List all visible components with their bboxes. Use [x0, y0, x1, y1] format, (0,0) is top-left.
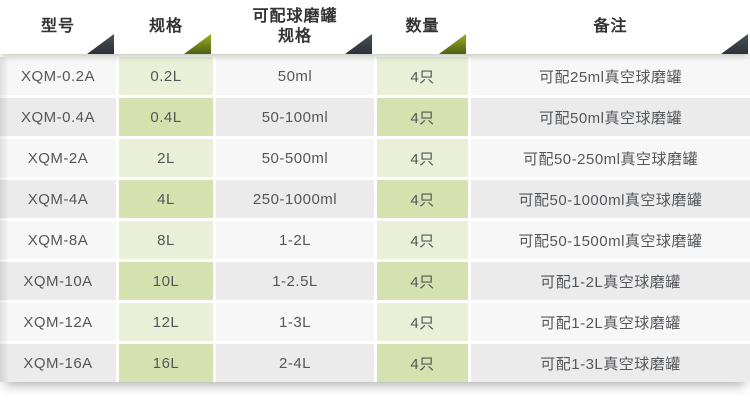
table-body: XQM-0.2A 0.2L 50ml 4只 可配25ml真空球磨罐 XQM-0.…: [0, 54, 750, 382]
corner-triangle-icon: [345, 34, 372, 54]
corner-triangle-icon: [87, 34, 114, 54]
cell-note: 可配50-250ml真空球磨罐: [471, 139, 750, 177]
cell-note: 可配1-2L真空球磨罐: [471, 262, 750, 300]
cell-quantity: 4只: [377, 139, 468, 177]
cell-jar-spec: 50-100ml: [216, 98, 374, 136]
column-header-label: 型号: [40, 18, 75, 35]
cell-jar-spec: 1-3L: [216, 303, 374, 341]
cell-quantity: 4只: [377, 221, 468, 259]
cell-note: 可配50-1000ml真空球磨罐: [471, 180, 750, 218]
corner-triangle-icon: [439, 34, 466, 54]
cell-model: XQM-8A: [0, 221, 116, 259]
cell-spec: 2L: [119, 139, 213, 177]
column-header-model: 型号: [0, 0, 116, 54]
column-header-jar-spec: 可配球磨罐 规格: [216, 0, 374, 54]
cell-quantity: 4只: [377, 344, 468, 382]
column-header-quantity: 数量: [377, 0, 468, 54]
cell-jar-spec: 250-1000ml: [216, 180, 374, 218]
corner-triangle-icon: [721, 34, 748, 54]
cell-note: 可配50-1500ml真空球磨罐: [471, 221, 750, 259]
cell-spec: 12L: [119, 303, 213, 341]
cell-jar-spec: 1-2.5L: [216, 262, 374, 300]
cell-jar-spec: 50ml: [216, 57, 374, 95]
spec-table: 型号 规格 可配球磨罐 规格 数量 备注 XQM-0.2A: [0, 0, 750, 382]
cell-spec: 8L: [119, 221, 213, 259]
column-header-label: 备注: [593, 18, 628, 35]
cell-model: XQM-4A: [0, 180, 116, 218]
cell-quantity: 4只: [377, 303, 468, 341]
cell-quantity: 4只: [377, 262, 468, 300]
cell-spec: 16L: [119, 344, 213, 382]
cell-spec: 4L: [119, 180, 213, 218]
cell-spec: 0.4L: [119, 98, 213, 136]
cell-note: 可配50ml真空球磨罐: [471, 98, 750, 136]
column-header-label: 数量: [405, 18, 440, 35]
column-header-remarks: 备注: [471, 0, 750, 54]
cell-model: XQM-12A: [0, 303, 116, 341]
cell-quantity: 4只: [377, 57, 468, 95]
corner-triangle-icon: [184, 34, 211, 54]
cell-jar-spec: 1-2L: [216, 221, 374, 259]
cell-model: XQM-10A: [0, 262, 116, 300]
cell-jar-spec: 50-500ml: [216, 139, 374, 177]
cell-spec: 10L: [119, 262, 213, 300]
column-header-spec: 规格: [119, 0, 213, 54]
column-header-label: 可配球磨罐 规格: [252, 8, 338, 45]
cell-note: 可配1-3L真空球磨罐: [471, 344, 750, 382]
cell-model: XQM-0.2A: [0, 57, 116, 95]
cell-quantity: 4只: [377, 98, 468, 136]
cell-note: 可配25ml真空球磨罐: [471, 57, 750, 95]
column-header-label: 规格: [148, 18, 183, 35]
cell-model: XQM-0.4A: [0, 98, 116, 136]
cell-model: XQM-16A: [0, 344, 116, 382]
table-header: 型号 规格 可配球磨罐 规格 数量 备注: [0, 0, 750, 54]
cell-spec: 0.2L: [119, 57, 213, 95]
cell-quantity: 4只: [377, 180, 468, 218]
cell-model: XQM-2A: [0, 139, 116, 177]
cell-note: 可配1-2L真空球磨罐: [471, 303, 750, 341]
cell-jar-spec: 2-4L: [216, 344, 374, 382]
